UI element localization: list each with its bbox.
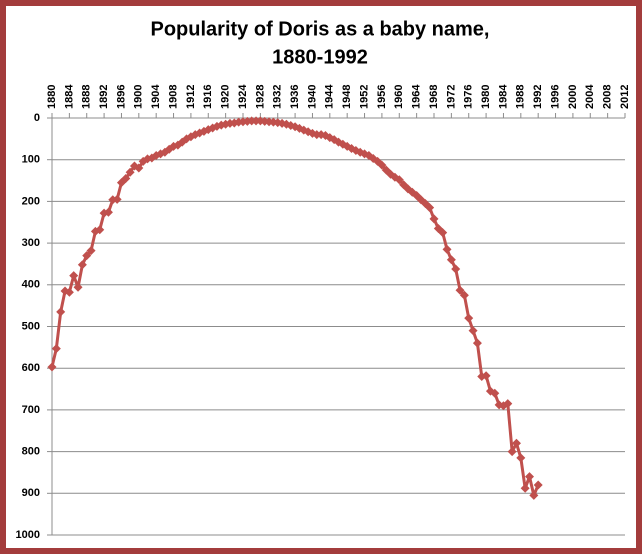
x-tick-label: 1884 (63, 84, 75, 109)
data-point (520, 483, 530, 493)
x-tick-label: 1948 (341, 85, 353, 109)
data-point (425, 203, 435, 213)
x-tick-label: 1932 (272, 85, 284, 109)
x-tick-label: 1980 (480, 85, 492, 109)
data-point (64, 287, 74, 297)
y-tick-label: 700 (22, 404, 40, 416)
data-point (281, 119, 291, 129)
x-tick-label: 2008 (602, 85, 614, 109)
data-point (51, 344, 61, 354)
data-point (47, 362, 57, 372)
data-point (503, 399, 513, 409)
data-point (377, 160, 387, 170)
x-tick-label: 1992 (532, 85, 544, 109)
data-point (525, 472, 534, 482)
x-tick-label: 1968 (428, 85, 440, 109)
x-tick-label: 1888 (81, 85, 93, 109)
x-tick-label: 1960 (393, 85, 405, 109)
data-point (69, 271, 79, 281)
data-point (446, 255, 456, 265)
x-tick-label: 1976 (463, 85, 475, 109)
data-point (95, 225, 105, 235)
x-tick-label: 1972 (445, 85, 457, 109)
x-tick-label: 1984 (497, 84, 509, 109)
y-tick-label: 0 (34, 112, 40, 124)
chart-title: 1880-1992 (272, 46, 368, 68)
data-point (516, 453, 526, 463)
x-tick-label: 1964 (411, 84, 423, 109)
x-tick-label: 1892 (98, 85, 110, 109)
x-tick-label: 1996 (549, 85, 561, 109)
x-tick-label: 1944 (324, 84, 336, 109)
y-tick-label: 600 (22, 362, 40, 374)
x-tick-label: 1908 (167, 85, 179, 109)
data-point (429, 214, 439, 224)
x-tick-label: 1988 (515, 85, 527, 109)
y-tick-label: 400 (22, 279, 40, 291)
data-point (125, 167, 135, 177)
data-point (394, 175, 404, 185)
data-point (82, 251, 92, 261)
data-point (86, 246, 96, 256)
data-point (507, 447, 517, 457)
x-tick-label: 1904 (150, 84, 162, 109)
x-tick-label: 1916 (202, 85, 214, 109)
x-tick-label: 2000 (567, 85, 579, 109)
y-tick-label: 1000 (16, 529, 40, 541)
data-point (77, 260, 87, 270)
data-point (533, 480, 543, 490)
data-point (438, 228, 448, 238)
y-tick-label: 500 (22, 320, 40, 332)
x-tick-label: 1912 (185, 85, 197, 109)
x-tick-label: 1952 (358, 85, 370, 109)
chart-title: Popularity of Doris as a baby name, (151, 18, 490, 40)
data-point (455, 285, 465, 295)
x-tick-label: 1956 (376, 85, 388, 109)
x-tick-label: 1936 (289, 85, 301, 109)
x-tick-label: 1880 (46, 85, 58, 109)
y-tick-label: 200 (22, 195, 40, 207)
data-point (464, 313, 474, 323)
data-point (472, 338, 482, 348)
data-point (121, 173, 131, 183)
y-tick-label: 900 (22, 487, 40, 499)
x-tick-label: 1924 (237, 84, 249, 109)
x-tick-label: 2004 (584, 84, 596, 109)
y-tick-label: 300 (22, 237, 40, 249)
x-tick-label: 1928 (254, 85, 266, 109)
x-tick-label: 2012 (619, 85, 631, 109)
data-point (56, 307, 66, 317)
y-tick-label: 100 (22, 154, 40, 166)
data-point (529, 490, 539, 500)
data-point (468, 326, 478, 336)
data-point (442, 244, 452, 254)
data-point (511, 438, 521, 448)
data-point (134, 163, 144, 173)
data-point (490, 388, 500, 398)
data-point (481, 371, 491, 381)
y-tick-label: 800 (22, 446, 40, 458)
data-point (112, 194, 122, 204)
data-point (451, 264, 461, 274)
data-point (103, 207, 113, 217)
x-tick-label: 1940 (306, 85, 318, 109)
x-tick-label: 1896 (115, 85, 127, 109)
x-tick-label: 1920 (220, 85, 232, 109)
data-point (199, 126, 209, 136)
x-tick-label: 1900 (133, 85, 145, 109)
data-point (459, 290, 469, 300)
data-point (73, 282, 83, 292)
